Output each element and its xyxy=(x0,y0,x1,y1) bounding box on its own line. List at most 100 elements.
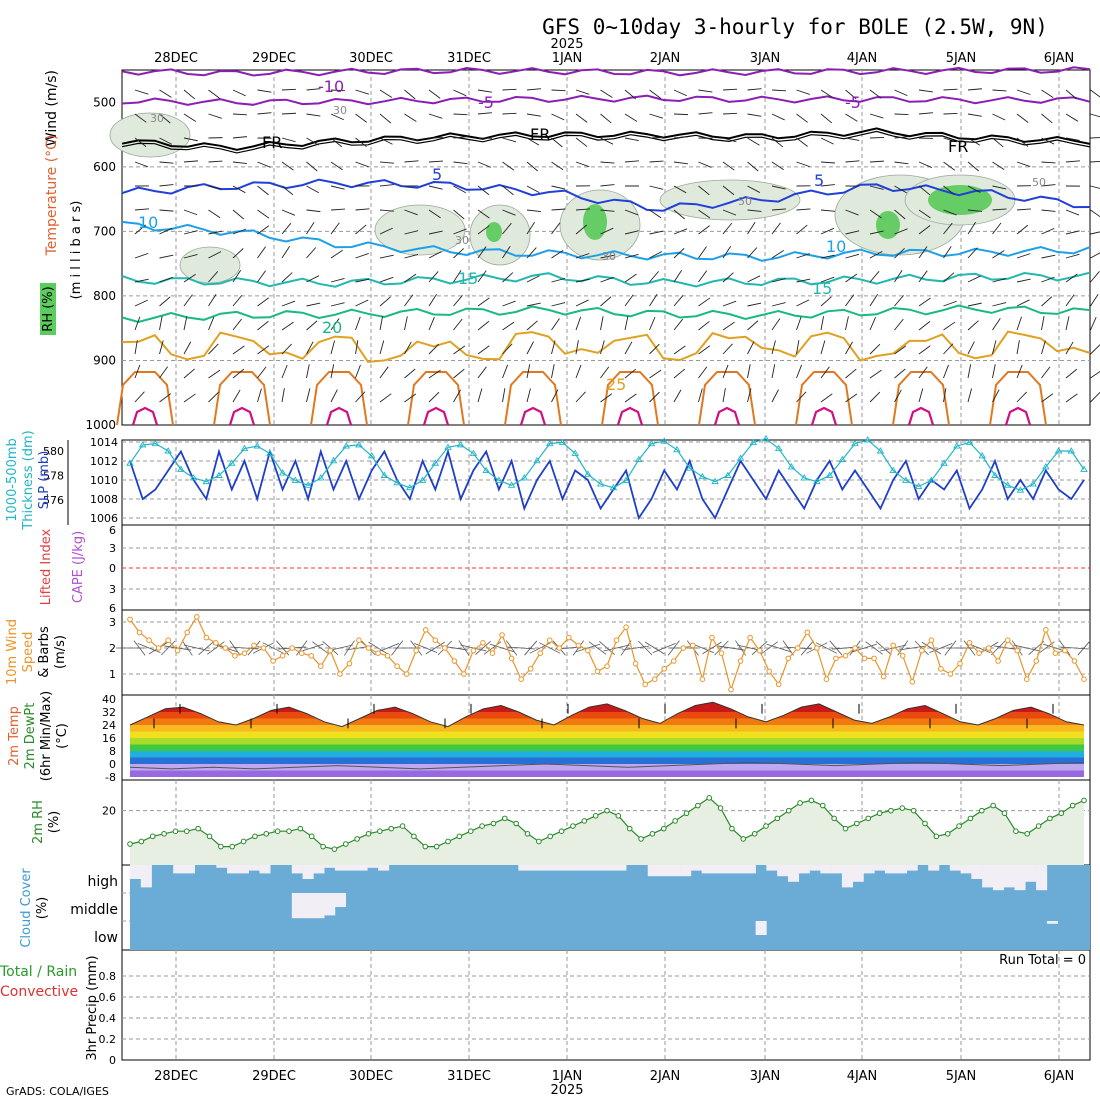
day-label-bottom: 3JAN xyxy=(750,1069,781,1084)
cloud-gap xyxy=(518,865,530,871)
temperature-tick-label: 24 xyxy=(102,719,116,732)
wind-speed-point xyxy=(842,653,849,659)
wind-barb xyxy=(894,295,904,307)
temperature-isotherm-35 xyxy=(713,406,741,426)
rh-point xyxy=(956,823,962,829)
temperature-isotherm xyxy=(121,220,1091,262)
wind-barb xyxy=(766,643,792,653)
wind-barb xyxy=(747,302,762,307)
wind-barb xyxy=(312,641,330,655)
contour-label: 5 xyxy=(814,171,824,190)
wind-barb xyxy=(232,345,245,355)
rh-point xyxy=(683,810,690,817)
wind-barb xyxy=(502,185,514,196)
cloud-gap xyxy=(992,865,1005,891)
thickness-point xyxy=(927,476,936,483)
wind-barb xyxy=(967,341,975,355)
wind-barb xyxy=(673,185,687,194)
wind-barb xyxy=(1016,224,1029,235)
wind-barb xyxy=(232,136,247,139)
wind-barb xyxy=(453,113,468,116)
wind-barb xyxy=(551,389,559,403)
wind-barb xyxy=(428,160,443,163)
thickness-point xyxy=(825,471,834,478)
wind-barb xyxy=(257,366,267,379)
wind-barb xyxy=(652,642,676,654)
rh-tick-label: 20 xyxy=(102,805,116,818)
thickness-point xyxy=(736,454,745,461)
thickness-point xyxy=(813,477,821,485)
cloud-gap xyxy=(658,865,670,877)
wind-barb xyxy=(379,340,385,355)
wind-barb xyxy=(379,89,393,98)
rh-point xyxy=(717,805,724,811)
wind-speed-point xyxy=(146,637,152,644)
wind-barb xyxy=(198,640,215,656)
wind-barb xyxy=(134,113,147,123)
wind-barb xyxy=(869,250,883,259)
wind-barb xyxy=(1065,368,1078,379)
wind-barb xyxy=(379,276,394,283)
wind-barb xyxy=(306,161,318,172)
wind-barb xyxy=(820,316,824,331)
wind-barb xyxy=(453,228,467,235)
wind-barb xyxy=(1041,161,1056,164)
wind-barb xyxy=(894,185,907,194)
wind-barb xyxy=(747,221,756,235)
wind-barb xyxy=(992,222,1002,235)
wind-speed-point xyxy=(890,642,897,649)
wind-barb xyxy=(1090,160,1100,163)
wind-barb xyxy=(771,364,776,379)
wind-barb xyxy=(698,388,703,403)
wind-barb xyxy=(306,221,315,235)
rh-legend-swatch xyxy=(40,283,56,335)
wind-barb xyxy=(644,641,665,655)
wind-barb xyxy=(649,271,659,283)
wind-speed-point xyxy=(718,650,725,657)
wind-barb xyxy=(943,343,954,355)
wind-speed-point xyxy=(594,668,601,675)
cloud-gap xyxy=(583,865,595,871)
rh-point xyxy=(297,825,304,832)
wind-barb xyxy=(820,393,833,403)
cloud-area xyxy=(130,865,1090,950)
temperature-tick-label: 0 xyxy=(109,758,116,771)
wind-barb xyxy=(453,270,462,283)
wind-speed-line xyxy=(129,615,1085,692)
pressure-tick-label: 900 xyxy=(93,353,116,367)
cloud-gap xyxy=(831,865,843,874)
cloud-gap xyxy=(572,865,584,871)
wind-barb xyxy=(796,208,811,211)
thickness-point xyxy=(838,455,847,463)
thickness-point xyxy=(965,438,974,445)
wind-barb xyxy=(620,640,632,656)
wind-barb xyxy=(257,89,272,93)
precip-tick-label: 0.6 xyxy=(99,991,117,1004)
wind-barb xyxy=(624,160,639,163)
cloud-gap xyxy=(539,865,551,871)
contour-label: 50 xyxy=(738,195,752,208)
wind-barb xyxy=(800,640,814,656)
wind-barb xyxy=(771,161,784,171)
wind-speed-point xyxy=(251,642,257,649)
wind-speed-point xyxy=(928,637,935,644)
wind-barb xyxy=(649,113,663,119)
wind-barb xyxy=(526,364,531,379)
wind-barb xyxy=(796,340,800,355)
wind-barb xyxy=(600,296,612,307)
contour-label: 10 xyxy=(138,213,158,232)
wind-barb xyxy=(943,137,958,143)
wind-speed-point xyxy=(184,629,191,636)
wind-speed-point xyxy=(795,645,801,651)
wind-barb xyxy=(796,391,807,403)
wind-barb xyxy=(702,641,722,655)
rh-point xyxy=(388,825,395,832)
wind-speed-point xyxy=(747,634,753,641)
rh-point xyxy=(536,838,542,845)
thickness-point xyxy=(431,459,440,466)
wind-barb xyxy=(453,318,463,331)
cloud-gap xyxy=(302,865,314,879)
rh-point xyxy=(1024,830,1031,837)
wind-speed-point xyxy=(442,645,448,651)
wind-barb xyxy=(1077,640,1091,656)
